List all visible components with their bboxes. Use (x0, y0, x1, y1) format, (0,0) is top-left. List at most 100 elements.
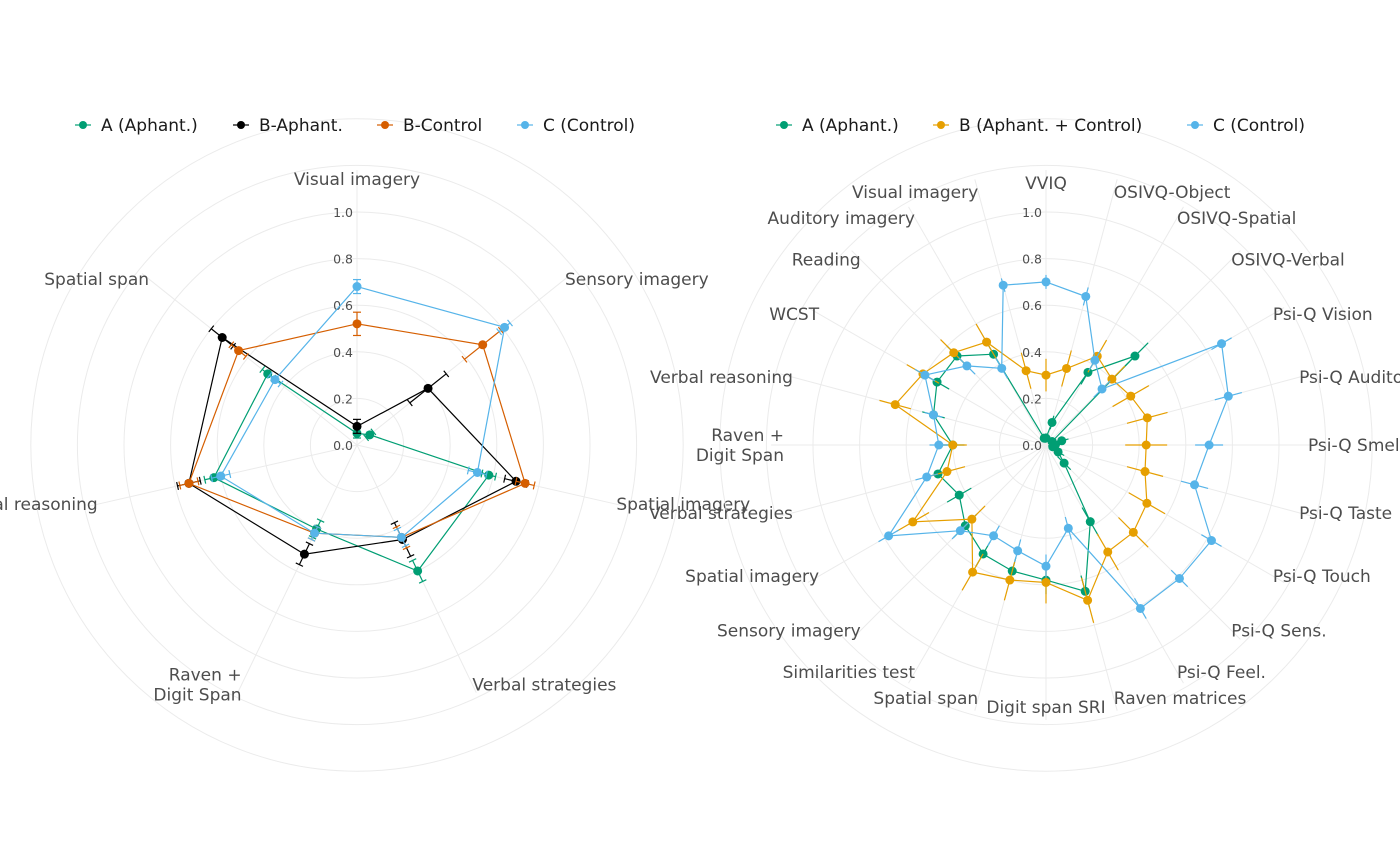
error-cap (408, 558, 417, 563)
error-cap (393, 526, 402, 532)
category-label-line: OSIVQ-Spatial (1177, 209, 1296, 229)
legend-label: B-Control (403, 116, 482, 136)
category-label-line: OSIVQ-Object (1114, 183, 1231, 203)
data-point (982, 337, 992, 347)
data-point (934, 440, 944, 450)
category-label-line: WCST (769, 305, 819, 325)
error-cap (228, 470, 232, 479)
grid-spoke (1045, 373, 1312, 446)
legend-key-dot (79, 121, 87, 129)
data-point (500, 322, 510, 332)
grid-spoke (237, 444, 358, 693)
radar-grid (30, 118, 684, 772)
series-line (213, 372, 490, 572)
data-point (520, 478, 530, 488)
category-label: Psi-Q Feel. (1177, 663, 1266, 683)
data-point (997, 363, 1007, 373)
legend-item: A (Aphant.) (75, 116, 198, 136)
error-cap (401, 543, 410, 549)
data-point (1126, 391, 1136, 401)
data-point (1135, 603, 1145, 613)
category-label: Digit span SRI (986, 698, 1105, 718)
category-label-line: Verbal reasoning (650, 368, 793, 388)
category-label-line: Visual imagery (294, 170, 420, 190)
data-point (954, 490, 964, 500)
data-point (472, 467, 482, 477)
legend-label: C (Control) (1213, 116, 1305, 136)
error-cap (266, 371, 273, 379)
grid-spoke (1045, 179, 1118, 446)
legend-key-dot (237, 121, 245, 129)
error-cap (198, 476, 202, 485)
data-point (968, 567, 978, 577)
category-label-line: Verbal strategies (649, 504, 793, 524)
category-label-line: Verbal reasoning (0, 495, 98, 515)
data-point (365, 430, 375, 440)
data-point (1013, 546, 1023, 556)
category-label-line: OSIVQ-Verbal (1231, 251, 1345, 271)
series-3 (878, 274, 1242, 619)
error-cap (208, 325, 215, 333)
radial-tick-label: 0.4 (1022, 345, 1042, 360)
category-label-line: Sensory imagery (565, 270, 709, 290)
category-label: Verbal reasoning (650, 368, 793, 388)
error-cap (277, 380, 284, 388)
data-point (352, 421, 362, 431)
data-point (352, 282, 362, 292)
data-point (1128, 527, 1138, 537)
legend-label: B-Aphant. (259, 116, 343, 136)
category-label-line: Psi-Q Smell (1308, 436, 1400, 456)
data-point (1041, 561, 1051, 571)
error-cap (295, 562, 304, 567)
category-label: Verbal strategies (649, 504, 793, 524)
data-point (989, 531, 999, 541)
radial-tick-label: 0.0 (1022, 438, 1042, 453)
category-label: Visual imagery (852, 183, 978, 203)
data-point (1174, 573, 1184, 583)
grid-spoke (141, 273, 358, 446)
category-label: Psi-Q Sens. (1231, 621, 1326, 641)
category-label-line: Spatial imagery (616, 495, 750, 515)
category-label-line: Digit Span (696, 446, 784, 466)
legend-item: B-Aphant. (233, 116, 343, 136)
data-point (1085, 517, 1095, 527)
data-point (1090, 355, 1100, 365)
error-cap (203, 475, 207, 484)
radial-tick-label: 0.6 (333, 298, 353, 313)
grid-spoke (780, 373, 1047, 446)
data-point (1047, 417, 1057, 427)
data-point (1057, 436, 1067, 446)
category-label: Spatial span (44, 270, 149, 290)
error-cap (305, 541, 314, 546)
category-label: Spatial span (873, 689, 978, 709)
data-point (1083, 595, 1093, 605)
error-cap (210, 474, 214, 483)
error-cap (532, 481, 536, 490)
error-cap (259, 365, 266, 373)
error-cap (228, 341, 235, 349)
data-point (920, 370, 930, 380)
data-point (922, 472, 932, 482)
radial-tick-label: 0.2 (333, 391, 353, 406)
category-label: Raven matrices (1114, 689, 1247, 709)
legend-key-dot (780, 121, 788, 129)
category-label-line: Raven matrices (1114, 689, 1247, 709)
series-line (219, 285, 506, 539)
data-point (310, 528, 320, 538)
data-point (1062, 363, 1072, 373)
category-label-line: Spatial span (873, 689, 978, 709)
data-point (998, 280, 1008, 290)
legend-item: B-Control (377, 116, 482, 136)
category-label-line: Sensory imagery (717, 621, 861, 641)
category-label: Spatial imagery (616, 495, 750, 515)
data-point (1142, 413, 1152, 423)
data-point (1041, 370, 1051, 380)
error-cap (370, 428, 377, 436)
data-point (413, 566, 423, 576)
data-point (967, 514, 977, 524)
category-label-line: Similarities test (783, 663, 916, 683)
legend-item: C (Control) (1187, 116, 1305, 136)
data-point (396, 532, 406, 542)
radial-tick-label: 0.2 (1022, 391, 1042, 406)
